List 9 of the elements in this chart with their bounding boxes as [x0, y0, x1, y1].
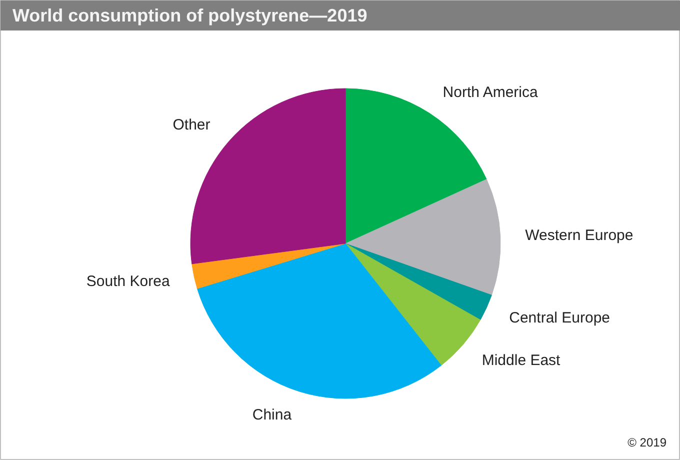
- text: © 2019: [628, 436, 667, 450]
- slice-label: Central Europe: [509, 310, 610, 327]
- slice-label: South Korea: [86, 273, 170, 290]
- slice-label: China: [252, 406, 292, 424]
- slice-label: North America: [442, 84, 538, 101]
- chart-title: World consumption of polystyrene—2019: [12, 6, 368, 26]
- slice-label: Western Europe: [525, 227, 634, 244]
- slice-label: Other: [172, 116, 210, 134]
- slice-label: Middle East: [482, 352, 562, 370]
